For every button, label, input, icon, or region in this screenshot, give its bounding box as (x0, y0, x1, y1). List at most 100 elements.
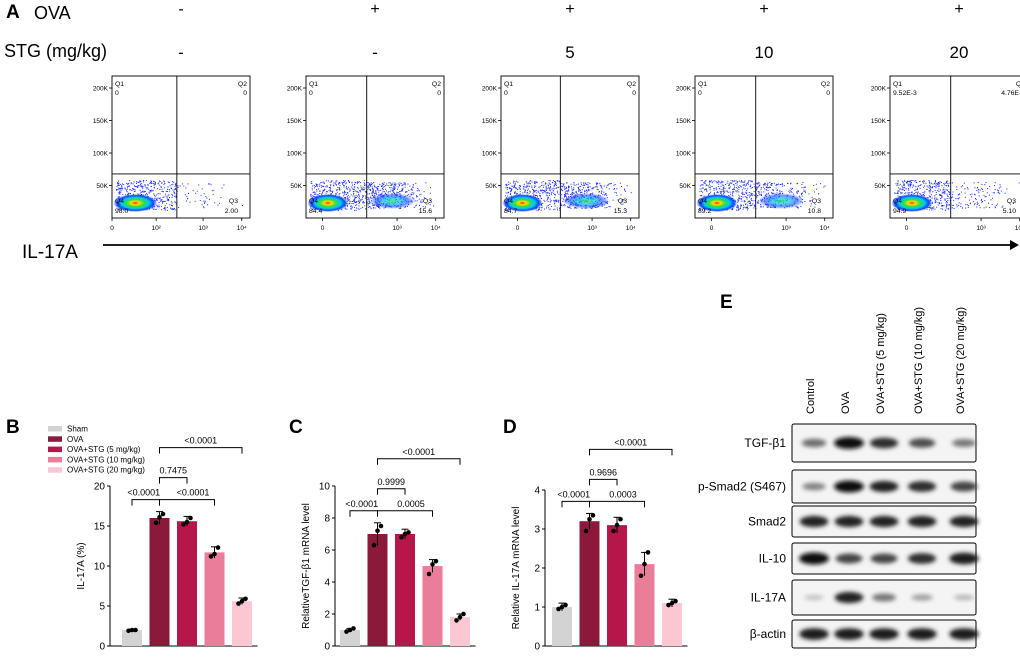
band (950, 481, 978, 492)
y-axis-label: Relative IL-17A mRNA level (511, 507, 522, 630)
data-point (239, 598, 245, 604)
band (801, 438, 827, 448)
q2-name: Q2 (238, 81, 247, 88)
ova-value: + (370, 1, 379, 18)
data-point (611, 528, 616, 534)
y-tick-label: 1 (534, 603, 540, 614)
y-tick-label: 3 (534, 525, 540, 536)
data-point (433, 558, 439, 564)
sig-bracket (589, 500, 645, 508)
data-point (669, 600, 675, 606)
x-tick-label: 10⁴ (626, 225, 636, 232)
data-point (590, 513, 596, 518)
q2-name: Q2 (627, 81, 636, 88)
band (834, 437, 864, 449)
data-point (215, 545, 221, 550)
q3-name: Q3 (618, 198, 627, 205)
x-tick-label: 10³ (198, 225, 208, 232)
data-point (129, 627, 135, 633)
x-axis-label: IL-17A (22, 242, 78, 263)
q3-name: Q3 (229, 198, 238, 205)
ova-value: - (178, 1, 183, 18)
q4-value: 98.0 (115, 208, 128, 215)
ova-row-label: OVA (34, 3, 71, 23)
legend-label: OVA (67, 435, 84, 444)
flow-plot-4: +10 Q1 0 Q2 0 Q3 10.8 Q4 89.2 200K 150K 100K 50K 0 10³… (676, 1, 834, 232)
data-point (375, 528, 380, 534)
y-tick-label: 20 (94, 482, 106, 493)
x-tick-label: 10³ (976, 225, 986, 232)
density-secondary (369, 193, 416, 209)
y-tick-label: 150K (676, 118, 692, 125)
band (834, 515, 864, 528)
x-tick-label: 0 (110, 225, 114, 232)
q3-name: Q3 (1007, 198, 1016, 205)
band (907, 481, 937, 492)
data-point (402, 531, 408, 537)
y-tick-label: 100K (871, 151, 887, 158)
q2-name: Q2 (821, 81, 830, 88)
legend-swatch (48, 446, 62, 453)
q3-name: Q3 (423, 198, 432, 205)
q3-value: 15.6 (419, 208, 432, 215)
panel-e-letter: E (720, 292, 733, 313)
sig-label: <0.0001 (345, 499, 378, 509)
q3-value: 15.3 (614, 208, 627, 215)
data-point (351, 626, 356, 631)
q1-value: 0 (309, 90, 313, 97)
sig-bracket (377, 488, 406, 495)
data-point (618, 516, 623, 522)
x-tick-label: 10⁴ (237, 225, 247, 232)
data-point (133, 627, 138, 633)
density-core (696, 194, 738, 212)
y-tick-label: 15 (94, 522, 106, 533)
band (834, 591, 864, 604)
lane-label: OVA (840, 391, 852, 414)
data-point (430, 562, 435, 567)
sig-bracket (377, 458, 461, 465)
data-point (583, 528, 589, 534)
blot-row: β-actin (750, 619, 979, 649)
y-tick-label: 50K (290, 183, 302, 190)
bar (340, 630, 360, 646)
data-point (426, 571, 432, 577)
q1-value: 0 (698, 90, 702, 97)
sig-label: 0.0003 (609, 489, 637, 499)
data-point (126, 628, 131, 634)
bar (579, 521, 600, 646)
sig-bracket (377, 510, 433, 517)
flow-plots: - - Q1 0 Q2 0 Q3 2.00 Q4 98.0 200K 150K 100K 50K 0 10² 1… (93, 1, 1020, 232)
y-tick-label: 150K (287, 118, 303, 125)
data-point (236, 601, 241, 606)
y-tick-label: 200K (287, 86, 303, 93)
stg-row-label: STG (mg/kg) (4, 41, 107, 61)
q1-value: 0 (504, 90, 508, 97)
blot-label: β-actin (750, 627, 786, 641)
q2-value: 0 (243, 90, 247, 97)
band (952, 439, 976, 447)
legend-swatch (48, 456, 62, 463)
y-tick-label: 8 (324, 514, 330, 525)
data-point (157, 514, 162, 520)
band (834, 480, 864, 493)
q4-value: 89.2 (698, 208, 711, 215)
sig-label: <0.0001 (127, 488, 160, 498)
chart-C: 0 2 4 6 8 10 RelativeTGF-β1 mRNA level <0.0001 0… (301, 447, 476, 653)
band (835, 553, 863, 564)
density-core (891, 194, 933, 212)
y-tick-label: 150K (93, 118, 109, 125)
stg-value: 10 (755, 43, 774, 62)
y-tick-label: 100K (676, 151, 692, 158)
bar (367, 534, 388, 646)
x-tick-label: 10² (151, 225, 161, 232)
y-tick-label: 150K (871, 118, 887, 125)
x-tick-label: 0 (516, 225, 520, 232)
blot-row: TGF-β1 (744, 423, 977, 463)
band (802, 482, 826, 491)
y-tick-label: 5 (99, 602, 105, 613)
blot-label: IL-10 (759, 552, 787, 566)
lane-label: OVA+STG (10 mg/kg) (913, 307, 925, 414)
chart-B: 0 5 10 15 20 IL-17A (%) <0.0001 <0.0001 0.7475 <0… (76, 436, 258, 653)
flow-plot-3: +5 Q1 0 Q2 0 Q3 15.3 Q4 84.7 200K 150K 100K 50K 0 10³ 1… (482, 1, 640, 232)
